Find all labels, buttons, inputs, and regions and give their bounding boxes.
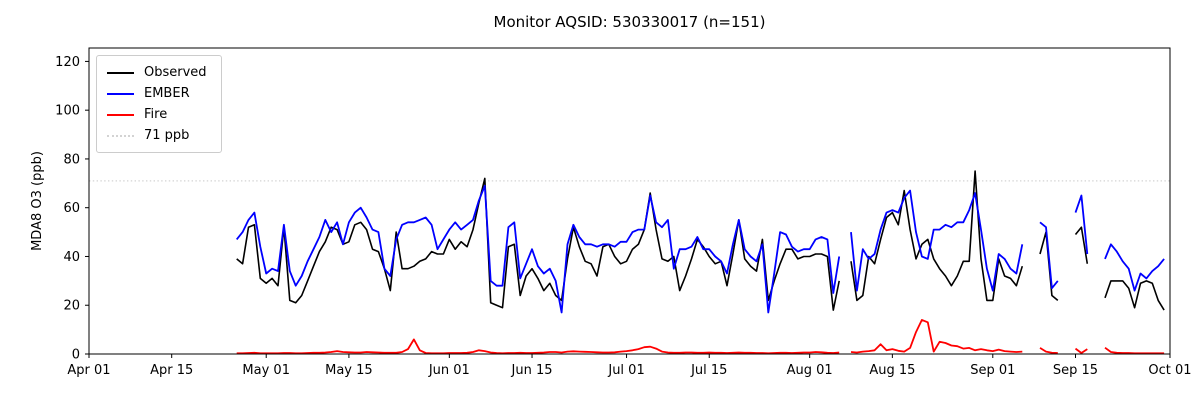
legend-label: EMBER xyxy=(144,86,190,101)
y-tick-label: 100 xyxy=(55,104,80,119)
x-tick-label: Sep 01 xyxy=(970,363,1015,378)
y-tick-label: 0 xyxy=(72,348,80,363)
x-tick-label: Jun 01 xyxy=(428,363,470,378)
series-line-ember xyxy=(236,184,1165,314)
legend-item-observed: Observed xyxy=(107,62,207,83)
chart-title: Monitor AQSID: 530330017 (n=151) xyxy=(493,13,766,31)
legend-line-swatch xyxy=(107,113,134,116)
legend-label: 71 ppb xyxy=(144,128,190,143)
x-tick-label: May 15 xyxy=(325,363,373,378)
y-tick-label: 20 xyxy=(63,299,80,314)
x-tick-label: Apr 01 xyxy=(67,363,110,378)
y-tick-label: 60 xyxy=(63,201,80,216)
x-tick-label: Jul 01 xyxy=(607,363,644,378)
legend-item-71-ppb: 71 ppb xyxy=(107,125,207,146)
legend-line-swatch xyxy=(107,71,134,74)
y-tick-label: 120 xyxy=(55,55,80,70)
legend: Observed EMBER Fire 71 ppb xyxy=(96,55,222,153)
y-tick-label: 80 xyxy=(63,152,80,167)
axes-spines xyxy=(88,47,1171,355)
x-tick-label: Apr 15 xyxy=(150,363,193,378)
x-tick-label: Aug 15 xyxy=(869,363,915,378)
legend-label: Observed xyxy=(144,65,207,80)
x-tick-label: Oct 01 xyxy=(1148,363,1191,378)
series-line-observed xyxy=(236,170,1165,311)
series-line-fire xyxy=(236,319,1165,355)
x-tick-label: Jun 15 xyxy=(511,363,553,378)
legend-item-ember: EMBER xyxy=(107,83,207,104)
x-tick-label: Jul 15 xyxy=(690,363,727,378)
x-tick-label: Aug 01 xyxy=(787,363,833,378)
x-tick-label: May 01 xyxy=(242,363,290,378)
y-tick-label: 40 xyxy=(63,250,80,265)
legend-label: Fire xyxy=(144,107,168,122)
x-tick-label: Sep 15 xyxy=(1053,363,1098,378)
legend-item-fire: Fire xyxy=(107,104,207,125)
legend-line-swatch xyxy=(107,92,134,95)
legend-line-swatch xyxy=(107,134,134,137)
